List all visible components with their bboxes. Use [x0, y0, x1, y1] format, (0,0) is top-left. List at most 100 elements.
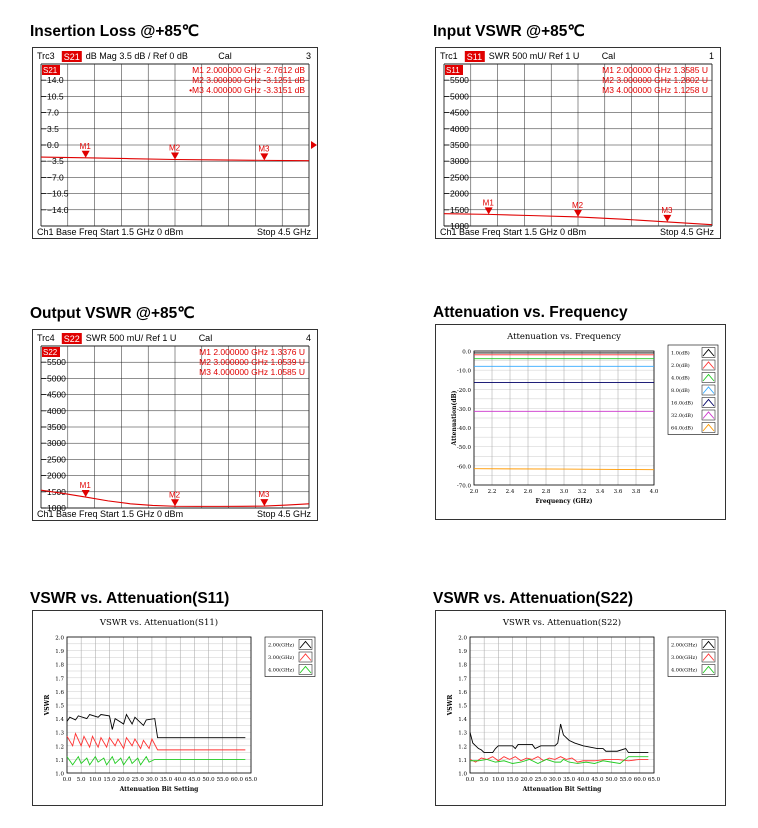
x-tick-label: 35.0 [563, 777, 576, 783]
x-tick-label: 55.0 [620, 777, 633, 783]
insertion-loss-panel: Insertion Loss @+85℃ Trc3 S21 dB Mag 3.5 d… [30, 22, 320, 242]
legend-label: 2.00(GHz) [671, 642, 697, 649]
output-vswr-title: Output VSWR @+85℃ [30, 305, 195, 322]
y-tick-label: 1.8 [458, 663, 467, 669]
y-tick-label: 3.5 [47, 124, 59, 134]
legend-marker [702, 665, 715, 674]
vswr-s11-section-title: VSWR vs. Attenuation(S11) [30, 590, 230, 607]
x-tick-label: 40.0 [577, 777, 590, 783]
attenuation-frame: Attenuation vs. Frequency 0.0 -10.0 -20.0 -3… [435, 324, 726, 520]
legend-marker [299, 653, 312, 661]
legend-swatch [298, 639, 313, 650]
x-tick-label: 0.0 [63, 777, 72, 783]
x-tick-label: 40.0 [174, 777, 187, 783]
y-tick-label: 3000 [450, 156, 469, 166]
y-tick-label: 3500 [450, 140, 469, 150]
legend-marker [702, 386, 715, 394]
series-line [473, 468, 655, 471]
y-axis-label: VSWR [44, 694, 51, 717]
y-tick-label: 1.1 [458, 758, 467, 764]
x-tick-label: 5.0 [77, 777, 86, 783]
y-tick-label: 2500 [450, 172, 469, 182]
y-tick-label: 14.0 [47, 75, 64, 85]
legend-marker [702, 411, 715, 419]
marker-label: M1 [80, 481, 92, 490]
chart-title: Attenuation vs. Frequency [506, 332, 621, 342]
y-tick-label: 1.7 [458, 676, 467, 682]
marker-readout: M3 4.000000 GHz 1.0585 U [199, 367, 305, 377]
marker-label: M1 [483, 198, 495, 207]
y-tick-label: 0.0 [47, 140, 59, 150]
y-tick-label: −14.0 [47, 205, 69, 215]
trace-name: Trc3 [37, 51, 55, 61]
x-tick-label: 55.0 [217, 777, 230, 783]
x-axis-label: Attenuation Bit Setting [119, 786, 200, 793]
legend-swatch [701, 664, 716, 675]
legend-label: 2.0(dB) [671, 362, 690, 369]
vswr-s22-frame: VSWR vs. Attenuation(S22) 2.0 1.9 1.8 1.7 1.6… [435, 610, 726, 806]
legend-marker [702, 423, 715, 432]
footer-start: Ch1 Base Freq Start 1.5 GHz 0 dBm [37, 227, 183, 237]
legend-swatch [701, 651, 716, 663]
legend-label: 32.0(dB) [671, 412, 693, 419]
grid [66, 636, 252, 774]
input-vswr-frame: Trc1 S11 SWR 500 mU/ Ref 1 U Cal 1 5500 5000 45… [435, 47, 721, 239]
output-vswr-chart: Trc4 S22 SWR 500 mU/ Ref 1 U Cal 4 5500 5000 45… [37, 333, 312, 519]
y-tick-label: 1.4 [55, 717, 64, 723]
footer-stop: Stop 4.5 GHz [257, 509, 312, 519]
attenuation-panel: Attenuation vs. Frequency Attenuation vs… [433, 304, 728, 524]
legend-marker [702, 361, 715, 369]
marker-label: M3 [661, 206, 673, 215]
y-tick-label: -70.0 [457, 484, 472, 490]
marker-label: M2 [169, 490, 181, 499]
x-axis-label: Frequency (GHz) [536, 498, 593, 505]
legend-marker [702, 373, 715, 382]
x-tick-label: 35.0 [160, 777, 173, 783]
y-tick-label: 2000 [450, 189, 469, 199]
marker-readout: M2 3.000000 GHz -3.1251 dB [192, 75, 305, 85]
x-tick-label: 2.0 [470, 489, 479, 495]
y-tick-label: 7.0 [47, 108, 59, 118]
footer-start: Ch1 Base Freq Start 1.5 GHz 0 dBm [440, 227, 586, 237]
marker-readout: M3 4.000000 GHz 1.1258 U [602, 85, 708, 95]
y-tick-label: 2500 [47, 454, 66, 464]
scale-label: SWR 500 mU/ Ref 1 U [86, 333, 177, 343]
legend-label: 4.00(GHz) [671, 667, 697, 674]
input-vswr-chart: Trc1 S11 SWR 500 mU/ Ref 1 U Cal 1 5500 5000 45… [440, 51, 714, 237]
y-tick-label: 1.6 [458, 690, 467, 696]
x-tick-label: 2.4 [506, 489, 515, 495]
param-label: S22 [64, 334, 80, 344]
marker-triangle [484, 207, 493, 215]
param-badge [61, 333, 82, 344]
marker-triangle [81, 150, 90, 158]
y-tick-label: 1.0 [458, 772, 467, 778]
y-tick-label: -10.0 [457, 369, 472, 375]
y-tick-label: 2.0 [458, 636, 467, 642]
trace-tag-label: S22 [43, 348, 58, 357]
marker-triangle [574, 209, 582, 217]
legend-swatch [298, 651, 313, 663]
y-tick-label: 1.4 [458, 717, 467, 723]
y-tick-label: 5500 [450, 75, 469, 85]
param-badge [464, 51, 485, 62]
param-badge [61, 51, 82, 62]
legend: 2.00(GHz) 3.00(GHz) 4.00(GHz) [667, 636, 719, 677]
marker-triangle [171, 499, 179, 507]
footer-start: Ch1 Base Freq Start 1.5 GHz 0 dBm [37, 509, 183, 519]
legend-label: 3.00(GHz) [268, 654, 294, 661]
legend-marker [702, 348, 715, 357]
y-tick-label: 4500 [47, 390, 66, 400]
marker-triangle [663, 214, 672, 222]
attenuation-section-title: Attenuation vs. Frequency [433, 304, 628, 321]
param-label: S11 [467, 52, 482, 62]
x-tick-label: 3.2 [578, 489, 587, 495]
y-tick-label: 4000 [450, 124, 469, 134]
legend-marker [702, 640, 715, 649]
grid [469, 636, 655, 774]
chart-title: VSWR vs. Attenuation(S22) [502, 617, 621, 628]
y-tick-label: 1.8 [55, 663, 64, 669]
x-tick-label: 4.0 [650, 489, 659, 495]
y-tick-label: 1.5 [55, 704, 64, 710]
chart-title: VSWR vs. Attenuation(S11) [99, 617, 218, 628]
marker-triangle [81, 490, 90, 498]
